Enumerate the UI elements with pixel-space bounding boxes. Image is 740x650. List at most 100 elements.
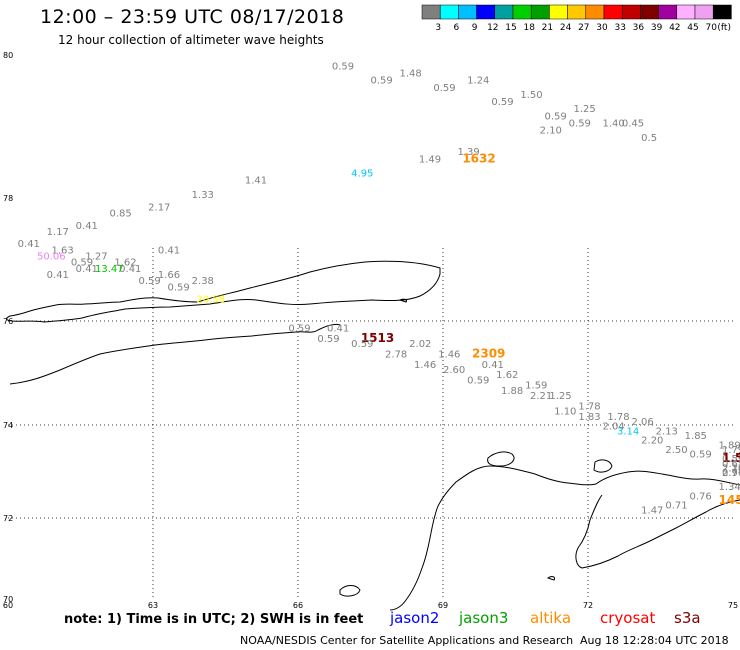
lat-tick-label: 76 — [3, 317, 13, 326]
footer-note: note: 1) Time is in UTC; 2) SWH is in fe… — [64, 612, 364, 627]
wave-height-value: 1.88 — [501, 386, 523, 397]
wave-height-value: 0.59 — [467, 375, 489, 386]
color-scale-swatch — [421, 4, 441, 20]
coastline-mainland — [9, 323, 341, 385]
wave-height-value: 2.13 — [656, 426, 678, 437]
color-scale-label: 30 — [596, 23, 608, 33]
color-scale-label: 42 — [669, 23, 680, 33]
satellite-label-s3a: s3a — [674, 609, 701, 627]
color-scale-swatch — [549, 4, 568, 20]
wave-height-value: 0.41 — [158, 245, 180, 256]
wave-height-value: 2.04 — [603, 422, 625, 433]
wave-height-value: 1.63 — [52, 245, 74, 256]
wave-height-value: 1.47 — [641, 505, 663, 516]
satellite-label-altika: altika — [530, 609, 572, 627]
color-scale-swatch — [621, 4, 641, 20]
color-scale-label: 15 — [505, 23, 516, 33]
wave-height-value: 1.17 — [47, 227, 69, 238]
wave-height-value: 1.49 — [419, 154, 441, 165]
wave-height-value: 1.46 — [438, 349, 460, 360]
lat-tick-label: 70 — [3, 595, 13, 604]
wave-height-value: 13.47 — [95, 264, 124, 275]
color-scale-swatch — [676, 4, 696, 20]
wave-height-value: 1.33 — [192, 190, 214, 201]
wave-height-value: 0.59 — [71, 258, 93, 269]
lon-tick-label: 60 — [3, 601, 13, 610]
color-scale-bar: 3 6 9 12 15 18 21 24 27 30 33 36 39 42 45 70 (ft) — [421, 4, 732, 33]
satellite-label-jason3: jason3 — [459, 609, 509, 627]
coastline-novaya-zemlya — [6, 260, 441, 323]
wave-height-value: 50.06 — [37, 252, 66, 263]
wave-height-value: 1.89 — [719, 440, 740, 451]
color-scale-swatch — [567, 4, 587, 20]
wave-height-value: 0.5 — [641, 133, 657, 144]
wave-height-value: 0.41 — [482, 360, 504, 371]
wave-height-value: 2.20 — [641, 436, 663, 447]
color-scale-label: 24 — [560, 23, 572, 33]
wave-height-value: 0.59 — [139, 276, 161, 287]
color-scale-label: 36 — [633, 23, 645, 33]
wave-height-value: 1.79 — [722, 445, 740, 456]
wave-height-value: 0.59 — [317, 334, 339, 345]
color-scale-label: (ft) — [717, 23, 731, 33]
wave-height-value: 2.17 — [148, 202, 170, 213]
lat-tick-label: 78 — [3, 194, 13, 203]
lon-tick-label: 75 — [728, 601, 738, 610]
wave-height-value: 1.34 — [719, 482, 740, 493]
wave-height-value: 1.83 — [578, 412, 600, 423]
footer-credit: NOAA/NESDIS Center for Satellite Applica… — [240, 634, 574, 647]
wave-height-value: 0.59 — [491, 97, 513, 108]
wave-height-value: 0.59 — [569, 119, 591, 130]
wave-height-value: 2.16 — [722, 464, 740, 475]
wave-height-value: 1.50 — [520, 90, 542, 101]
wave-height-value: 0.59 — [690, 450, 712, 461]
wave-height-value: 1632 — [462, 151, 495, 165]
wave-height-value: 0.97 — [722, 468, 740, 479]
wave-height-value: 2.27 — [722, 464, 740, 475]
lat-tick-label: 74 — [3, 421, 13, 430]
wave-height-value: 1.41 — [245, 176, 267, 187]
lat-tick-label: 72 — [3, 514, 13, 523]
wave-height-value: 0.59 — [332, 61, 354, 72]
wave-height-value: 1.512 — [722, 451, 740, 465]
color-scale-swatch — [512, 4, 532, 20]
color-scale-label: 18 — [523, 23, 535, 33]
wave-height-value: 0.85 — [110, 208, 132, 219]
coastline — [6, 260, 740, 611]
wave-height-value: 2.06 — [632, 417, 654, 428]
color-scale-label: 70 — [705, 23, 717, 33]
color-scale-label: 3 — [435, 23, 441, 33]
color-scale-swatch — [640, 4, 659, 20]
color-scale-swatch — [439, 4, 459, 20]
wave-height-value: 20.58 — [197, 295, 226, 306]
wave-height-value: 3.14 — [617, 426, 639, 437]
wave-height-value: 2.76 — [722, 468, 740, 479]
wave-height-value: 0.71 — [665, 501, 687, 512]
lon-tick-label: 66 — [293, 601, 303, 610]
color-scale-label: 9 — [472, 23, 478, 33]
wave-height-value: 0.41 — [327, 323, 349, 334]
wave-height-value: 2.60 — [443, 365, 465, 376]
wave-height-value: 2.50 — [665, 445, 687, 456]
wave-height-value: 0.59 — [288, 323, 310, 334]
wave-height-value: 1.39 — [458, 147, 480, 158]
wave-height-value: 1.62 — [114, 258, 136, 269]
wave-height-value: 0.59 — [433, 83, 455, 94]
wave-height-value: 0.59 — [168, 282, 190, 293]
footer-timestamp: Aug 18 12:28:04 UTC 2018 — [580, 634, 729, 647]
wave-height-value: 1454 — [719, 493, 740, 507]
wave-height-value: 1.66 — [158, 270, 180, 281]
wave-height-value: 0.59 — [351, 339, 373, 350]
wave-height-value: 1513 — [361, 331, 394, 345]
map-subtitle: 12 hour collection of altimeter wave hei… — [58, 33, 324, 47]
color-scale-swatch — [494, 4, 514, 20]
wave-height-value: 1.25 — [549, 391, 571, 402]
wave-height-value: 1.25 — [574, 104, 596, 115]
color-scale-label: 45 — [687, 23, 698, 33]
wave-height-value: 0.41 — [76, 264, 98, 275]
lon-tick-label: 72 — [583, 601, 593, 610]
color-scale-swatch — [476, 4, 496, 20]
wave-height-value: 1.40 — [603, 119, 625, 130]
wave-height-value: 2.10 — [540, 126, 562, 137]
